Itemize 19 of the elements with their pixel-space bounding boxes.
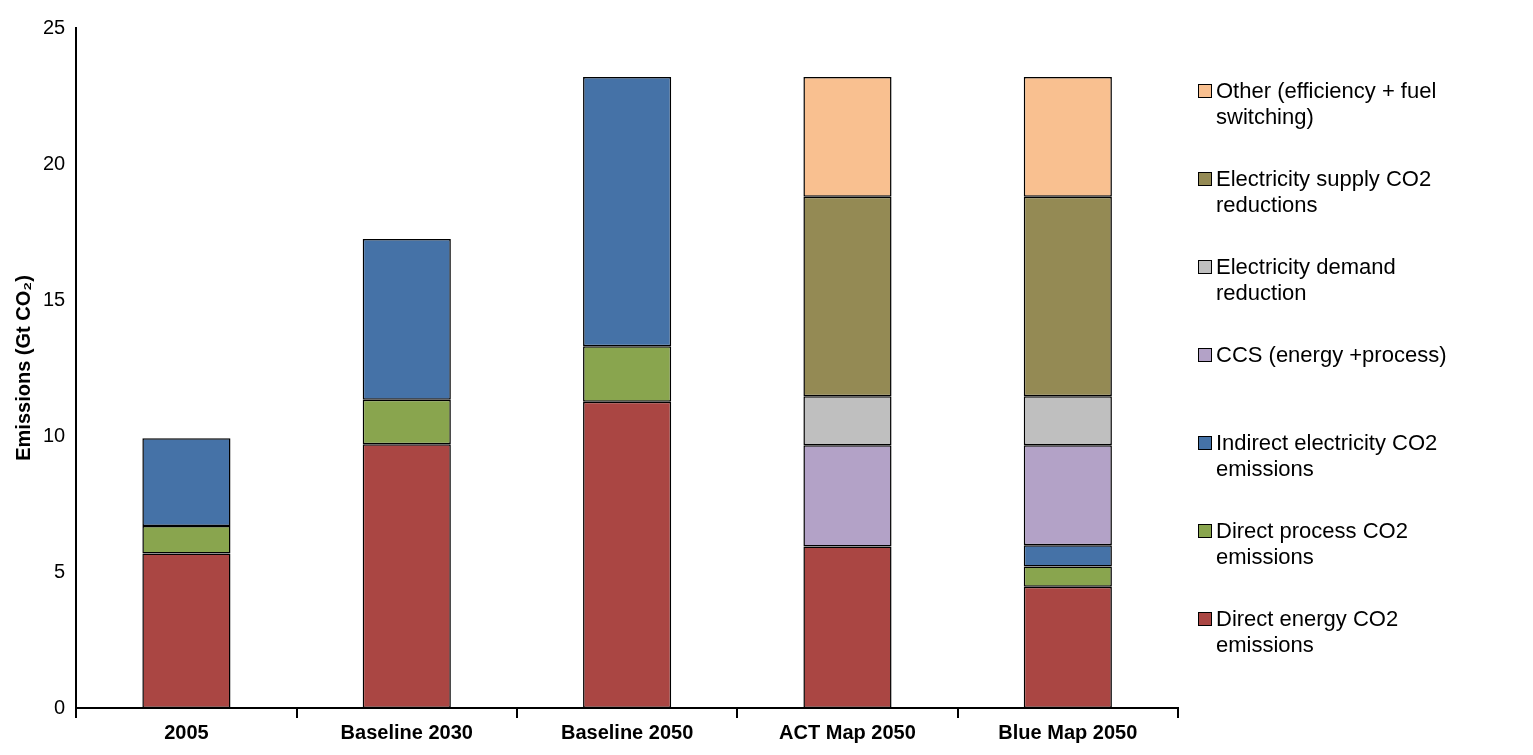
y-tick-label: 15 [43, 287, 66, 310]
legend-label: CCS (energy +process) [1216, 342, 1448, 368]
legend-label: Indirect electricity CO2 emissions [1216, 430, 1439, 482]
y-tick-label: 25 [43, 15, 66, 38]
x-tick-label: 2005 [164, 720, 209, 743]
y-tick-label: 5 [54, 559, 66, 582]
y-axis-title: Emissions (Gt CO₂) [11, 275, 34, 461]
y-tick-label: 0 [54, 695, 66, 718]
x-tick-label: Baseline 2050 [560, 720, 694, 743]
x-tick-label: Blue Map 2050 [998, 720, 1138, 743]
legend-label: Direct energy CO2 emissions [1216, 606, 1400, 658]
legend-label: Electricity demand reduction [1216, 254, 1397, 306]
legend-label: Other (efficiency + fuel switching) [1216, 78, 1438, 130]
legend-label: Electricity supply CO2 reductions [1216, 166, 1433, 218]
x-tick-label: ACT Map 2050 [779, 720, 916, 743]
x-tick-label: Baseline 2030 [340, 720, 473, 743]
y-tick-label: 20 [43, 151, 66, 174]
y-tick-label: 10 [43, 423, 66, 446]
legend-label: Direct process CO2 emissions [1216, 518, 1409, 570]
